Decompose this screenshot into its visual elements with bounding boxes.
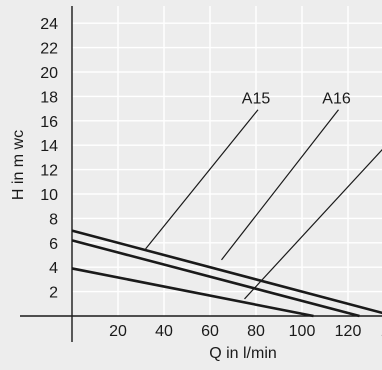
y-tick-label: 6 xyxy=(49,236,58,253)
y-tick-label: 20 xyxy=(40,65,58,82)
y-tick-label: 2 xyxy=(49,285,58,302)
series-label-a16: A16 xyxy=(322,91,351,108)
y-tick-label: 24 xyxy=(40,16,58,33)
y-tick-label: 12 xyxy=(40,163,58,180)
x-tick-label: 100 xyxy=(289,323,316,340)
y-tick-label: 18 xyxy=(40,89,58,106)
y-tick-label: 10 xyxy=(40,187,58,204)
y-axis-label: H in m wc xyxy=(10,130,27,200)
y-tick-label: 22 xyxy=(40,41,58,58)
x-axis-label: Q in l/min xyxy=(209,345,277,362)
grid-layer xyxy=(72,6,382,316)
x-tick-label: 40 xyxy=(155,323,173,340)
leader-line-a15 xyxy=(146,110,258,249)
x-tick-label: 80 xyxy=(247,323,265,340)
x-tick-label: 60 xyxy=(201,323,219,340)
series-label-a15: A15 xyxy=(242,91,271,108)
y-tick-label: 14 xyxy=(40,138,58,155)
x-tick-label: 20 xyxy=(109,323,127,340)
y-tick-label: 8 xyxy=(49,211,58,228)
x-tick-label: 120 xyxy=(335,323,362,340)
y-tick-label: 4 xyxy=(49,260,58,277)
y-tick-label: 16 xyxy=(40,114,58,131)
